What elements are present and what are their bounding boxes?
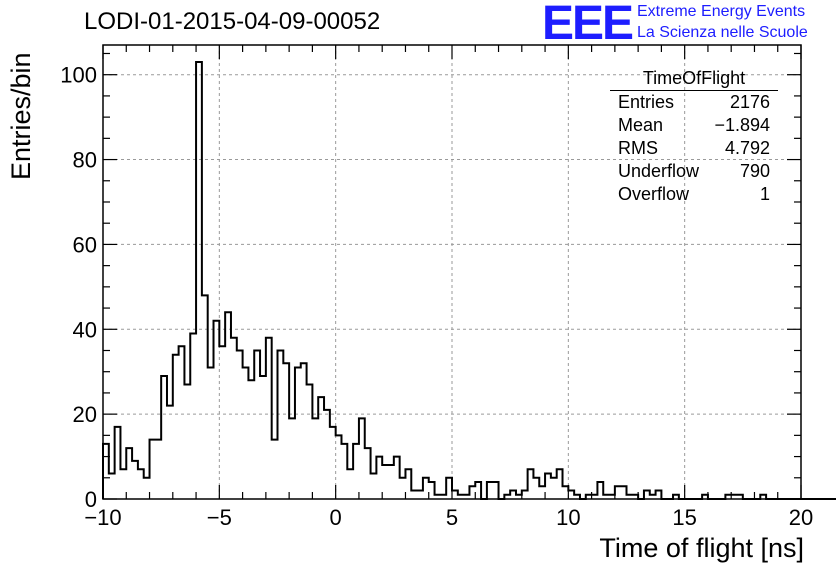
stats-value: 2176 [729, 92, 770, 112]
y-tick-label: 60 [73, 232, 97, 257]
histogram-series [102, 60, 836, 500]
stats-label: Mean [618, 115, 664, 135]
y-tick-label: 40 [73, 317, 97, 342]
stats-label: Entries [618, 92, 675, 112]
y-tick-label: 80 [73, 148, 97, 173]
stats-row-overflow: Overflow 1 [610, 183, 778, 206]
x-tick-label: −5 [207, 505, 232, 530]
y-tick-label: 100 [60, 63, 97, 88]
stats-label: Overflow [618, 184, 690, 204]
x-tick-label: 5 [446, 505, 458, 530]
y-axis-label: Entries/bin [6, 52, 36, 180]
stats-row-underflow: Underflow 790 [610, 160, 778, 183]
stats-label: Underflow [618, 161, 700, 181]
stats-row-mean: Mean −1.894 [610, 114, 778, 137]
stats-label: RMS [618, 138, 658, 158]
x-tick-label: 20 [789, 505, 813, 530]
stats-value: 1 [759, 184, 770, 204]
logo-text-line1: Extreme Energy Events [637, 3, 806, 20]
stats-value: 790 [739, 161, 770, 181]
stats-value: 4.792 [724, 138, 770, 158]
stats-value: −1.894 [714, 115, 770, 135]
logo-text-line2: La Scienza nelle Scuole [637, 24, 808, 41]
stats-box: TimeOfFlight Entries 2176 Mean −1.894 RM… [610, 66, 778, 206]
tick-labels: −10 −5 0 5 10 15 20 0 20 40 60 80 100 [60, 63, 813, 530]
stats-title: TimeOfFlight [610, 66, 778, 91]
axis-ticks [102, 45, 802, 500]
chart-title: LODI-01-2015-04-09-00052 [84, 8, 381, 35]
y-tick-label: 20 [73, 402, 97, 427]
stats-row-rms: RMS 4.792 [610, 137, 778, 160]
x-axis-label: Time of flight [ns] [599, 533, 804, 563]
x-tick-label: 0 [330, 505, 342, 530]
x-tick-label: 15 [672, 505, 696, 530]
eee-logo: EEE [542, 0, 634, 50]
x-tick-label: −10 [84, 505, 121, 530]
stats-row-entries: Entries 2176 [610, 91, 778, 114]
y-tick-label: 0 [85, 487, 97, 512]
x-tick-label: 10 [556, 505, 580, 530]
